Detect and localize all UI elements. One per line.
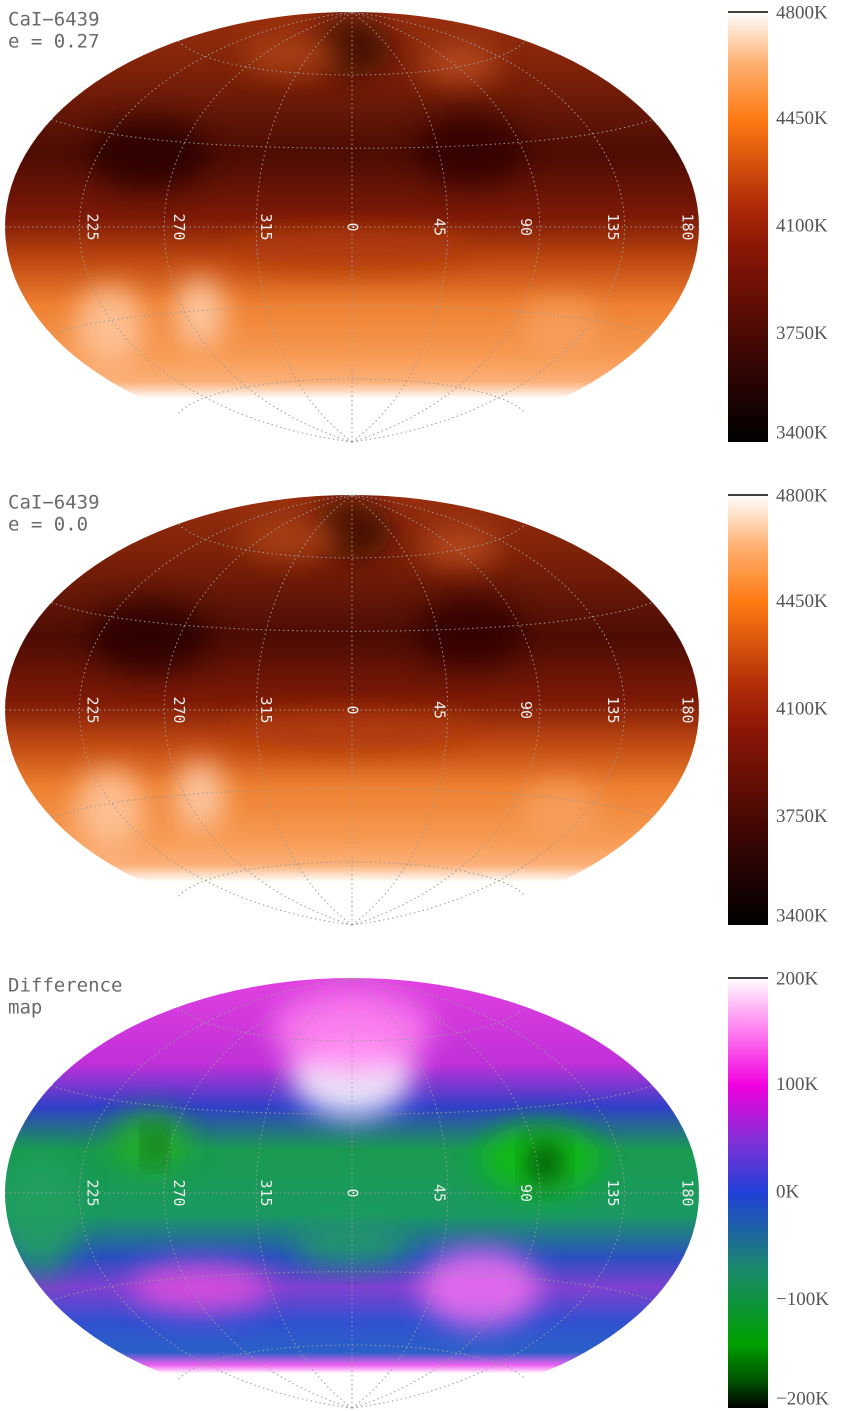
map-texture	[420, 44, 500, 84]
map-texture	[520, 783, 600, 843]
longitude-label: 45	[430, 218, 448, 236]
longitude-label: 90	[517, 218, 535, 236]
map-texture	[420, 1248, 540, 1328]
longitude-label: 45	[430, 701, 448, 719]
colorbar-tick-label: 3750K	[776, 806, 828, 827]
longitude-label: 180	[679, 213, 697, 240]
colorbar-tick-label: −200K	[776, 1388, 829, 1409]
map-texture	[90, 119, 210, 189]
colorbar-tick-label: 4800K	[776, 2, 828, 23]
longitude-label: 180	[679, 1179, 697, 1206]
panel-title: Difference	[8, 975, 122, 997]
map-texture	[530, 1143, 560, 1183]
panel-title: e = 0.0	[8, 514, 88, 536]
longitude-label: 225	[83, 213, 101, 240]
colorbar-tick-label: 200K	[776, 968, 819, 989]
longitude-label: 135	[604, 213, 622, 240]
longitude-label: 225	[83, 1179, 101, 1206]
longitude-label: 90	[517, 1184, 535, 1202]
colorbar-tick-label: 3750K	[776, 323, 828, 344]
longitude-label: 45	[430, 1184, 448, 1202]
panel-title: CaI−6439	[8, 492, 100, 514]
longitude-label: 270	[170, 696, 188, 723]
longitude-label: 0	[344, 1188, 362, 1197]
colorbar-tick-label: 3400K	[776, 905, 828, 926]
longitude-label: 270	[170, 213, 188, 240]
map-texture	[240, 518, 340, 558]
map-texture	[520, 300, 600, 360]
panel-title: CaI−6439	[8, 9, 100, 31]
longitude-label: 315	[257, 696, 275, 723]
colorbar-tick-label: 100K	[776, 1074, 819, 1095]
colorbar-tick-label: 4100K	[776, 215, 828, 236]
longitude-label: 0	[344, 705, 362, 714]
colorbar-tick-label: 4450K	[776, 591, 828, 612]
longitude-label: 225	[83, 696, 101, 723]
map-texture	[175, 761, 225, 831]
colorbar-tick-label: 4800K	[776, 485, 828, 506]
map-texture	[240, 35, 340, 75]
longitude-label: 180	[679, 696, 697, 723]
colorbar-tick-label: 3400K	[776, 422, 828, 443]
map-texture	[75, 286, 145, 366]
map-texture	[0, 1155, 80, 1275]
panel-title: e = 0.27	[8, 31, 100, 53]
longitude-label: 135	[604, 696, 622, 723]
colorbar-tick-label: −100K	[776, 1289, 829, 1310]
map-texture	[130, 1263, 270, 1313]
figure: 22527031504590135180CaI−6439e = 0.273400…	[0, 0, 852, 1411]
longitude-label: 315	[257, 1179, 275, 1206]
colorbar-tick-label: 0K	[776, 1181, 800, 1202]
longitude-label: 315	[257, 213, 275, 240]
colorbar-tick-label: 4450K	[776, 108, 828, 129]
longitude-label: 270	[170, 1179, 188, 1206]
map-texture	[75, 769, 145, 849]
longitude-label: 135	[604, 1179, 622, 1206]
longitude-label: 90	[517, 701, 535, 719]
map-texture	[420, 527, 500, 567]
map-texture	[175, 278, 225, 348]
map-texture	[147, 1132, 163, 1160]
longitude-label: 0	[344, 222, 362, 231]
map-texture	[90, 602, 210, 672]
colorbar-tick-label: 4100K	[776, 698, 828, 719]
panel-title: map	[8, 997, 42, 1019]
